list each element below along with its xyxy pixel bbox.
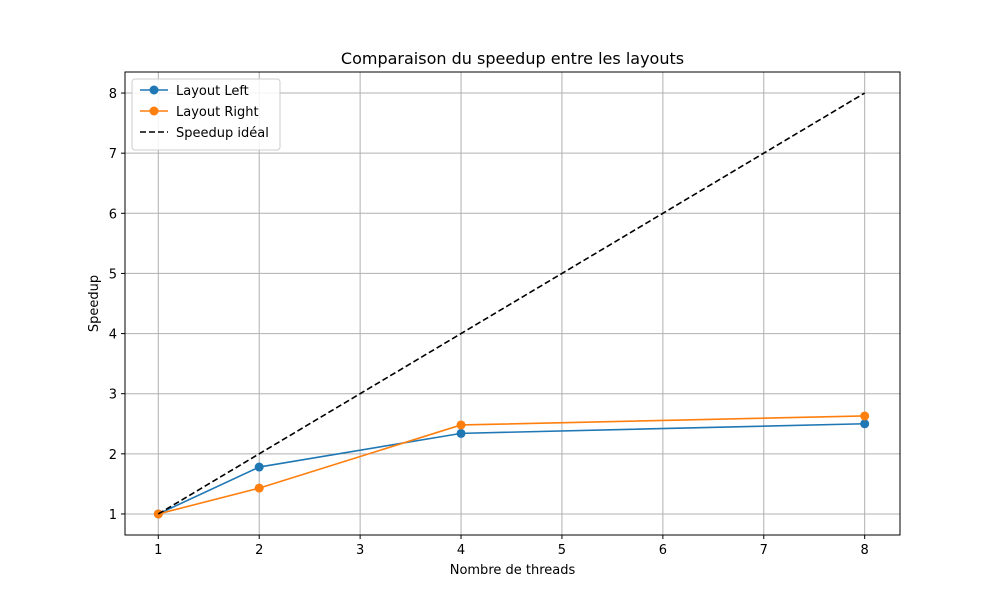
data-point bbox=[254, 483, 264, 493]
x-tick-label: 4 bbox=[457, 543, 465, 558]
data-point bbox=[254, 462, 264, 472]
data-point bbox=[860, 419, 870, 429]
y-tick-label: 3 bbox=[109, 388, 117, 403]
legend-item: Layout Left bbox=[140, 84, 249, 99]
series-line bbox=[158, 415, 865, 515]
y-tick-label: 6 bbox=[109, 207, 117, 222]
y-axis-label: Speedup bbox=[87, 275, 102, 332]
plot-area-border bbox=[124, 71, 901, 536]
y-tick-label: 1 bbox=[109, 508, 117, 523]
x-tick-label: 6 bbox=[659, 543, 667, 558]
x-axis-label: Nombre de threads bbox=[450, 563, 576, 578]
legend: Layout Left Layout Right Speedup idéal bbox=[131, 78, 281, 151]
legend-marker bbox=[149, 106, 159, 116]
x-tick-label: 7 bbox=[760, 543, 768, 558]
data-point bbox=[860, 411, 870, 421]
axes-ticks: 1 2 3 4 5 6 7 8 1 2 3 4 5 6 7 8 bbox=[109, 87, 869, 558]
legend-box bbox=[131, 78, 281, 151]
series-3 bbox=[157, 92, 866, 515]
y-tick-label: 5 bbox=[109, 267, 117, 282]
grid bbox=[125, 72, 900, 535]
chart-title: Comparaison du speedup entre les layouts bbox=[341, 49, 684, 68]
y-tick-label: 4 bbox=[109, 328, 117, 343]
series-line bbox=[157, 92, 866, 515]
series-2 bbox=[153, 411, 870, 519]
data-point bbox=[456, 428, 466, 438]
legend-item: Speedup idéal bbox=[140, 126, 269, 141]
legend-label: Layout Left bbox=[176, 84, 249, 99]
series-line bbox=[157, 422, 865, 515]
x-tick-label: 8 bbox=[861, 543, 869, 558]
legend-marker bbox=[149, 85, 159, 95]
y-tick-label: 2 bbox=[109, 448, 117, 463]
legend-item: Layout Right bbox=[140, 105, 259, 120]
data-point bbox=[456, 420, 466, 430]
x-tick-label: 3 bbox=[356, 543, 364, 558]
x-tick-label: 5 bbox=[558, 543, 566, 558]
x-tick-label: 2 bbox=[255, 543, 263, 558]
y-tick-label: 7 bbox=[109, 147, 117, 162]
legend-label: Speedup idéal bbox=[176, 126, 269, 141]
y-tick-label: 8 bbox=[109, 87, 117, 102]
series-layer bbox=[153, 92, 870, 519]
x-tick-label: 1 bbox=[154, 543, 162, 558]
legend-label: Layout Right bbox=[176, 105, 259, 120]
data-point bbox=[153, 509, 163, 519]
